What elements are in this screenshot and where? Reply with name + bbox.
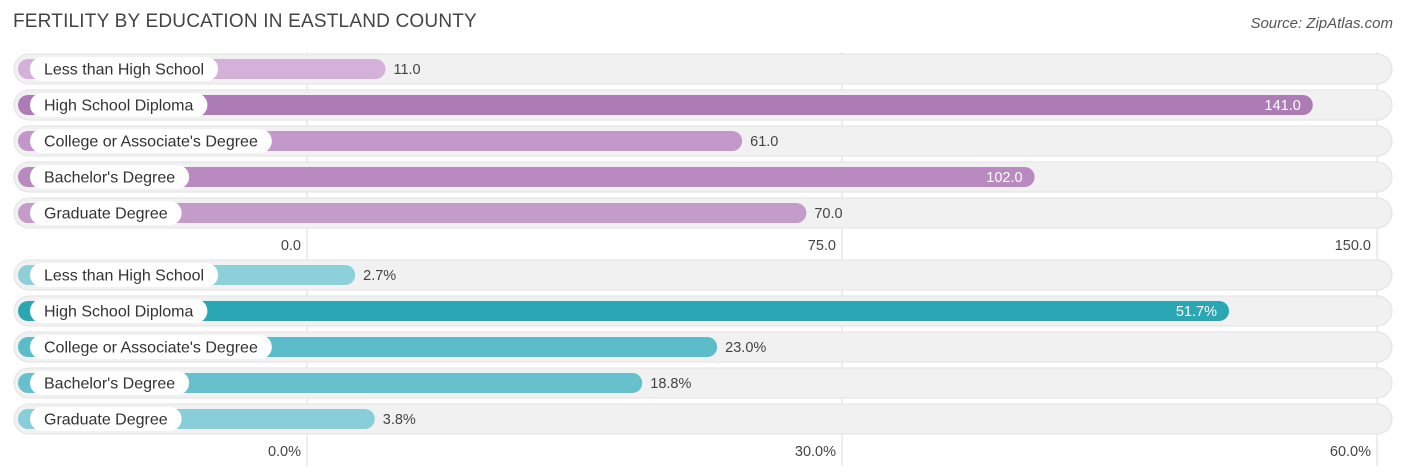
category-label: Less than High School [44, 62, 204, 79]
value-label: 18.8% [650, 376, 691, 392]
value-label: 23.0% [725, 340, 766, 356]
category-label-pill [30, 299, 208, 323]
category-label-pill [30, 201, 182, 225]
value-label: 61.0 [750, 134, 778, 150]
category-label: College or Associate's Degree [44, 340, 258, 357]
bar [18, 301, 1229, 321]
value-label: 51.7% [1176, 304, 1217, 320]
source-label: Source: ZipAtlas.com [1250, 15, 1393, 32]
category-label: High School Diploma [44, 304, 194, 321]
category-label-pill [30, 263, 219, 287]
bar-track [13, 259, 1393, 291]
tick-label: 0.0% [268, 444, 301, 460]
category-label-pill [30, 335, 272, 359]
category-label-pill [30, 371, 190, 395]
value-label: 141.0 [1265, 98, 1301, 114]
category-label: High School Diploma [44, 98, 194, 115]
category-label: Less than High School [44, 268, 204, 285]
category-label-pill [30, 93, 208, 117]
chart-title: FERTILITY BY EDUCATION IN EASTLAND COUNT… [13, 11, 477, 32]
value-label: 102.0 [986, 170, 1022, 186]
tick-label: 60.0% [1330, 444, 1371, 460]
tick-label: 30.0% [795, 444, 836, 460]
chart-panel-2: Less than High School 2.7% High School Dip… [13, 258, 1393, 466]
chart-panel-1: Less than High School 11.0 High School Dip… [13, 52, 1393, 260]
tick-label: 0.0 [281, 238, 301, 254]
tick-label: 75.0 [808, 238, 836, 254]
value-label: 3.8% [383, 412, 416, 428]
category-label: Graduate Degree [44, 206, 168, 223]
bar [18, 203, 807, 223]
category-label-pill [30, 165, 190, 189]
category-label-pill [30, 407, 182, 431]
category-label: College or Associate's Degree [44, 134, 258, 151]
bar [18, 167, 1035, 187]
value-label: 2.7% [363, 268, 396, 284]
bar [18, 95, 1313, 115]
category-label: Bachelor's Degree [44, 170, 175, 187]
value-label: 70.0 [814, 206, 842, 222]
category-label: Graduate Degree [44, 412, 168, 429]
value-label: 11.0 [393, 62, 420, 78]
category-label-pill [30, 57, 219, 81]
category-label-pill [30, 129, 272, 153]
tick-label: 150.0 [1335, 238, 1371, 254]
category-label: Bachelor's Degree [44, 376, 175, 393]
